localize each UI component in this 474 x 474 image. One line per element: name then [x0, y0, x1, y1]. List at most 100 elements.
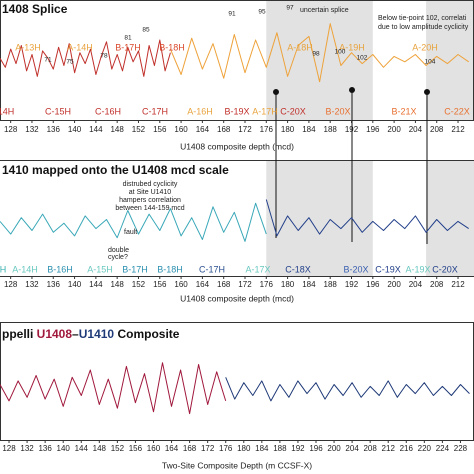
cycle-label: A-17H — [252, 106, 278, 116]
x-tick-label: 172 — [201, 444, 215, 453]
x-axis-label: U1408 composite depth (mcd) — [180, 141, 294, 151]
x-tick-label: 204 — [345, 444, 359, 453]
cycle-label: C-19X — [375, 264, 401, 274]
tie-point-label: 97 — [286, 5, 294, 12]
x-tick-label: 196 — [309, 444, 323, 453]
x-tick-label: 208 — [430, 280, 444, 289]
x-tick-label: 168 — [217, 280, 231, 289]
x-tick-label: 152 — [111, 444, 125, 453]
x-tick-label: 152 — [132, 125, 146, 134]
x-tick-label: 164 — [196, 125, 210, 134]
tie-point-label: 100 — [335, 49, 346, 56]
x-tick-label: 168 — [217, 125, 231, 134]
x-tick-label: 176 — [219, 444, 233, 453]
x-tick-label: 128 — [2, 444, 16, 453]
shaded-interval — [266, 161, 373, 276]
x-tick-label: 192 — [345, 125, 359, 134]
x-tick-label: 132 — [25, 125, 39, 134]
tie-point-label: 91 — [228, 11, 236, 18]
x-tick-label: 192 — [291, 444, 305, 453]
x-tick-label: 188 — [273, 444, 287, 453]
cycle-label: C-22X — [444, 106, 470, 116]
title-part: – — [72, 327, 79, 341]
cycle-label: A-19X — [405, 264, 430, 274]
annotation: between 144-159 mcd — [115, 205, 184, 212]
annotation: fault — [124, 229, 137, 236]
annotation: at Site U1410 — [129, 189, 172, 196]
x-tick-label: 128 — [4, 125, 18, 134]
panel-title: 1410 mapped onto the U1408 mcd scale — [2, 163, 229, 177]
x-tick-label: 224 — [436, 444, 450, 453]
annotation: Below tie-point 102, correlati — [378, 15, 467, 22]
x-tick-label: 132 — [20, 444, 34, 453]
tie-point-label: 102 — [357, 55, 368, 62]
annotation: cycle? — [108, 254, 128, 261]
x-tick-label: 228 — [454, 444, 468, 453]
x-tick-label: 208 — [363, 444, 377, 453]
annotation: due to low amplitude cyclicity — [378, 24, 469, 31]
connector-dot — [424, 89, 430, 95]
cycle-label: B-20X — [343, 264, 368, 274]
cycle-label: C-16H — [95, 106, 121, 116]
x-tick-label: 148 — [93, 444, 107, 453]
x-tick-label: 140 — [57, 444, 71, 453]
title-part: Composite — [114, 327, 180, 341]
x-tick-label: 164 — [196, 280, 210, 289]
x-tick-label: 184 — [255, 444, 269, 453]
x-tick-label: 208 — [430, 125, 444, 134]
x-tick-label: 152 — [132, 280, 146, 289]
cycle-label: C-20X — [432, 264, 458, 274]
cycle-label: A-18H — [287, 42, 313, 52]
x-tick-label: 144 — [89, 125, 103, 134]
cycle-label: B-17H — [122, 264, 148, 274]
x-tick-label: 172 — [238, 125, 252, 134]
cycle-label: A-15H — [87, 264, 113, 274]
cycle-label: C-15H — [45, 106, 71, 116]
tie-point-label: 95 — [258, 9, 266, 16]
cycle-label: B-21X — [391, 106, 416, 116]
annotation: uncertain splice — [300, 7, 349, 14]
x-tick-label: 192 — [345, 280, 359, 289]
connector-dot — [273, 89, 279, 95]
tie-point-label: 104 — [425, 59, 436, 66]
tie-connectors — [273, 87, 430, 244]
x-tick-label: 220 — [418, 444, 432, 453]
cycle-label: B-18H — [159, 42, 185, 52]
x-tick-label: 180 — [281, 280, 295, 289]
x-tick-label: 132 — [25, 280, 39, 289]
x-tick-label: 160 — [174, 125, 188, 134]
x-tick-label: 196 — [366, 280, 380, 289]
cycle-label: A-14H — [12, 264, 38, 274]
tie-point-label: 71 — [44, 57, 52, 64]
annotation: double — [108, 247, 129, 254]
x-tick-label: 204 — [409, 125, 423, 134]
x-tick-label: 160 — [147, 444, 161, 453]
cycle-label: H — [0, 264, 6, 274]
x-tick-label: 200 — [387, 280, 401, 289]
tie-point-label: 85 — [142, 27, 150, 34]
x-tick-label: 156 — [153, 280, 167, 289]
x-tick-label: 136 — [38, 444, 52, 453]
panel-title: ppelli U1408–U1410 Composite — [2, 327, 180, 341]
x-tick-label: 212 — [382, 444, 396, 453]
signal-line — [169, 23, 469, 83]
signal-line — [0, 362, 227, 415]
cycle-label: A-13H — [15, 42, 41, 52]
annotation: distrubed cyclicity — [123, 181, 178, 188]
cycle-label: A-19H — [339, 42, 365, 52]
x-tick-label: 212 — [451, 280, 465, 289]
x-tick-label: 180 — [237, 444, 251, 453]
cycle-label: A-17X — [245, 264, 270, 274]
title-part: ppelli — [2, 327, 37, 341]
cycle-label: B-20X — [325, 106, 350, 116]
x-tick-label: 216 — [400, 444, 414, 453]
x-tick-label: 140 — [68, 280, 82, 289]
x-tick-label: 200 — [387, 125, 401, 134]
x-tick-label: 196 — [366, 125, 380, 134]
cycle-label: C-18X — [285, 264, 311, 274]
tie-point-label: 98 — [312, 51, 320, 58]
cycle-label: B-16H — [47, 264, 73, 274]
signal-line — [0, 202, 267, 242]
cycle-label: B-19X — [224, 106, 249, 116]
x-tick-label: 176 — [260, 125, 274, 134]
